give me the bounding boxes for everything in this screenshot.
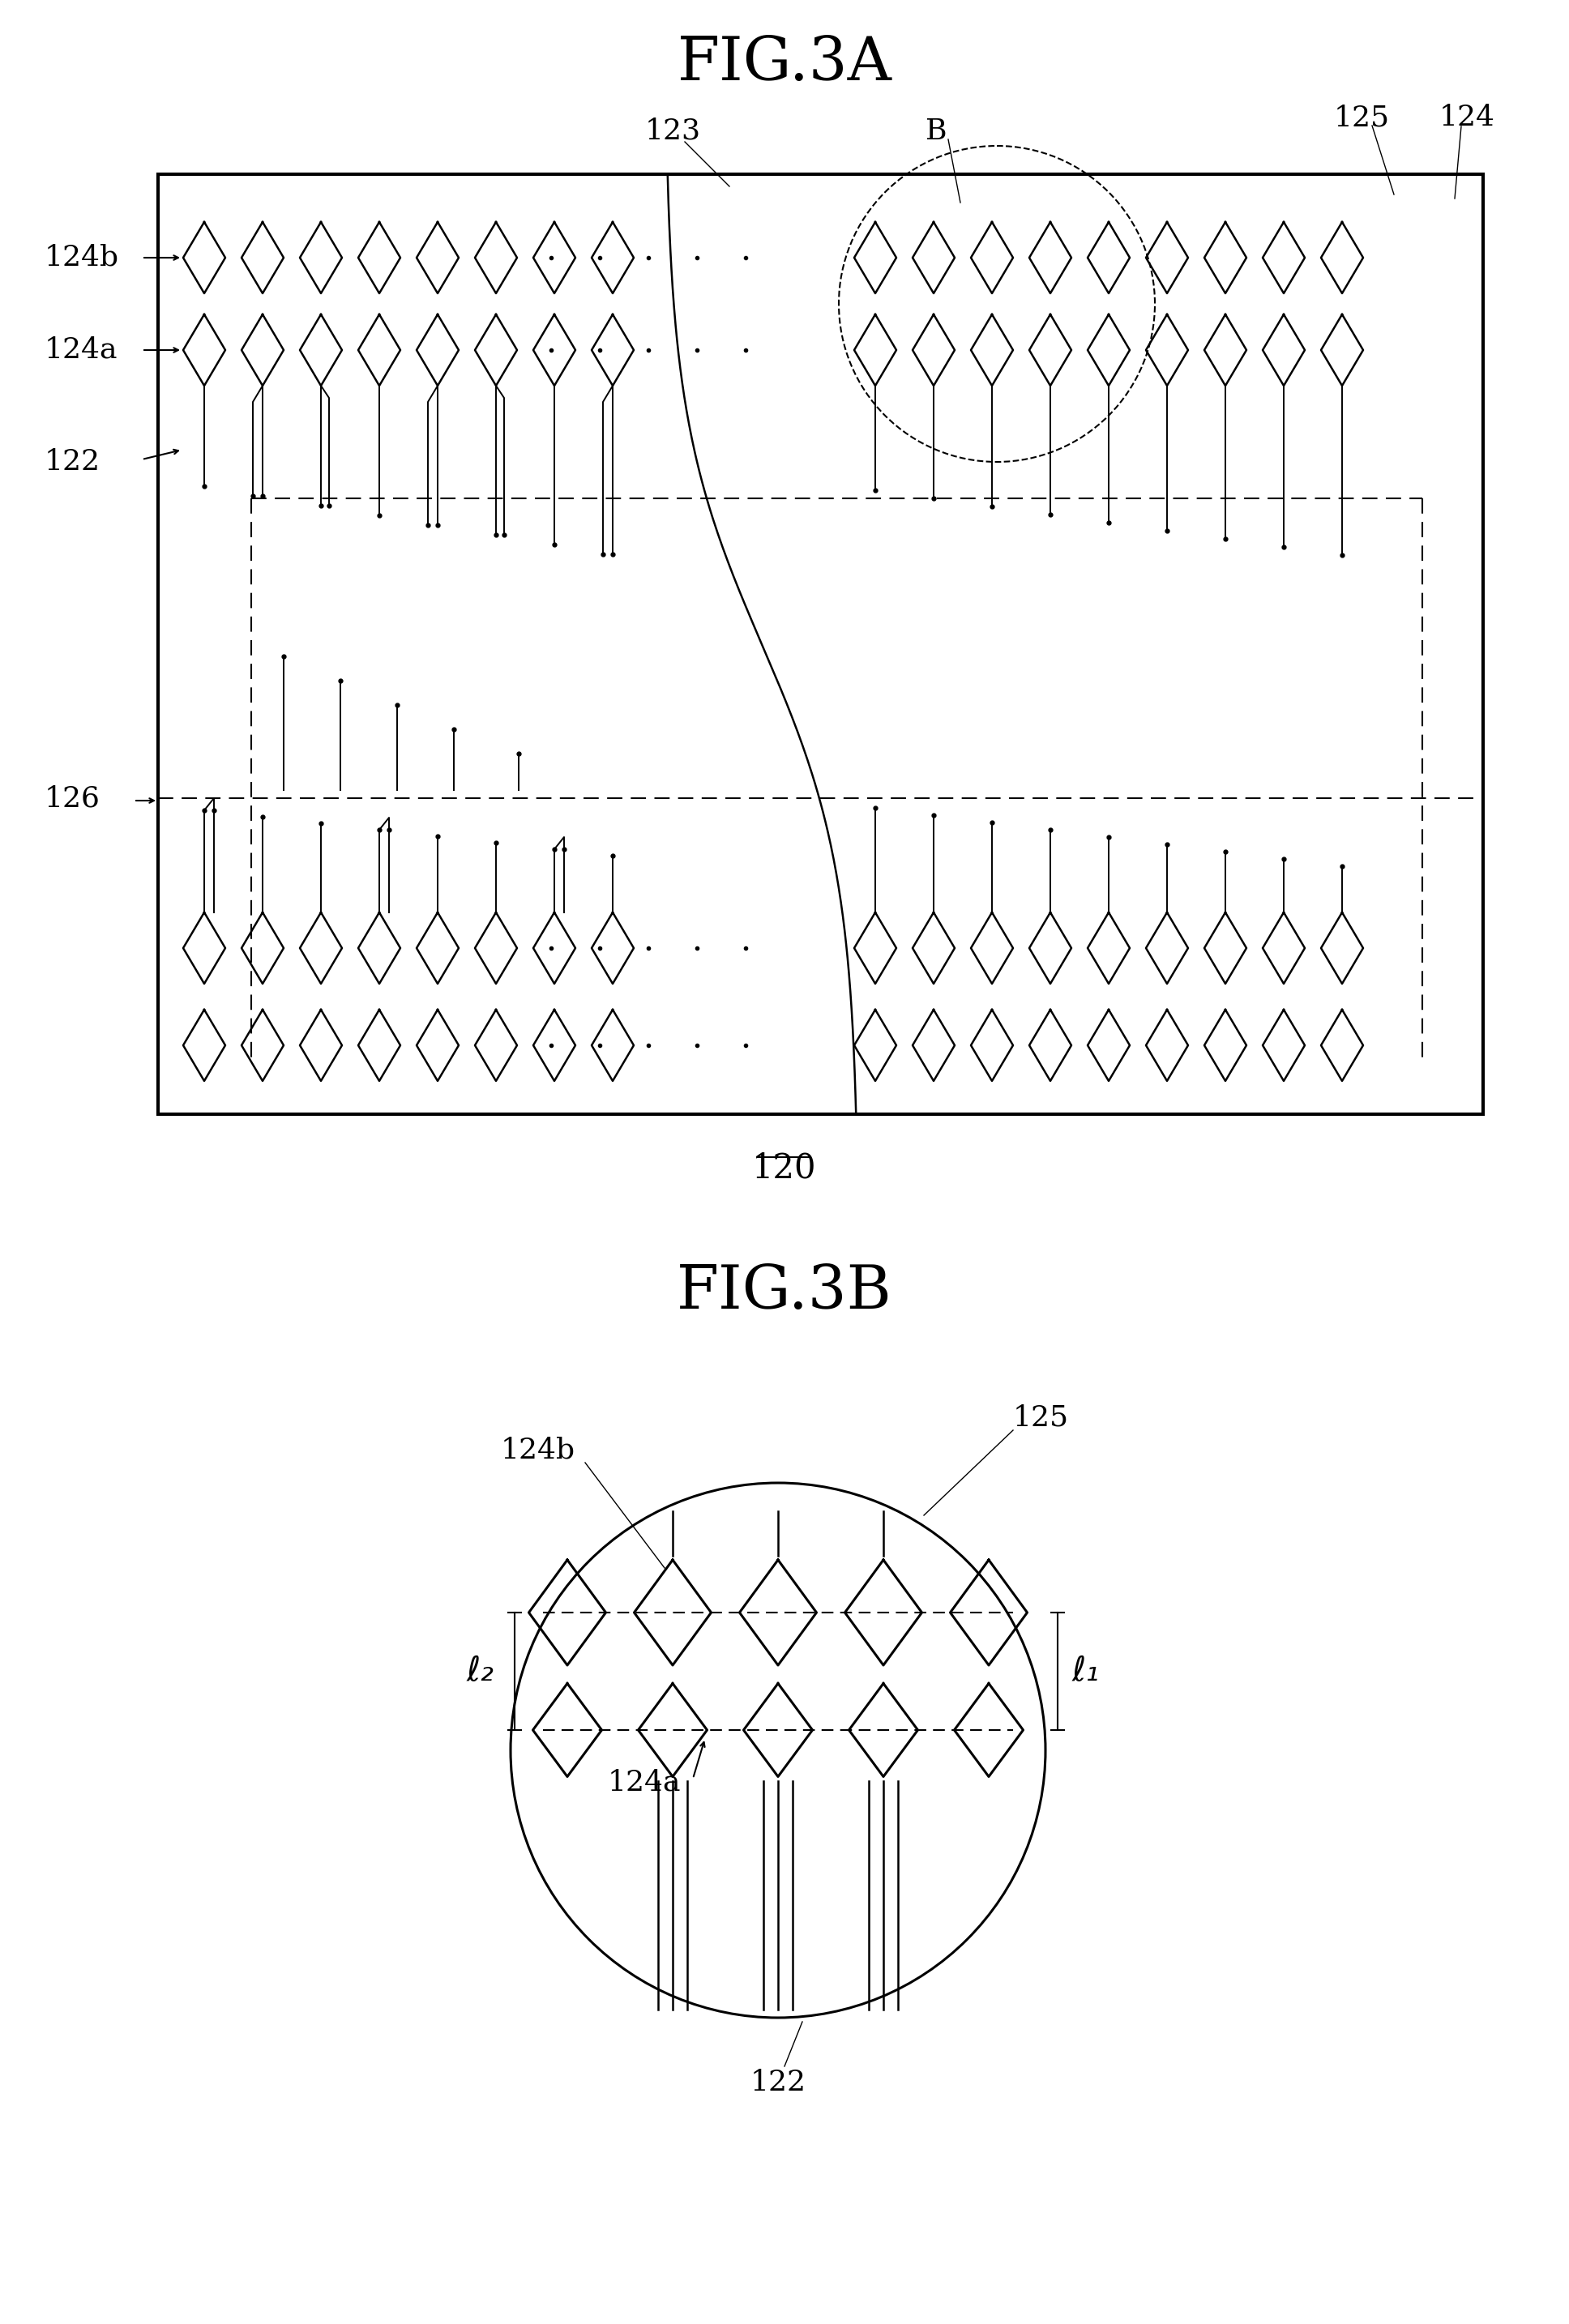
Text: 124b: 124b (501, 1436, 576, 1464)
Text: 120: 120 (752, 1150, 817, 1185)
Text: 126: 126 (44, 786, 100, 811)
Text: 125: 125 (1334, 105, 1390, 130)
Text: B: B (926, 119, 946, 144)
Text: FIG.3B: FIG.3B (676, 1262, 893, 1322)
Text: 123: 123 (645, 119, 701, 144)
Text: 122: 122 (750, 2068, 806, 2096)
Text: 125: 125 (1014, 1404, 1068, 1432)
Bar (158, 174, 1483, 1113)
Text: 124a: 124a (44, 337, 118, 365)
Text: 124a: 124a (607, 1769, 681, 1796)
Text: ℓ₁: ℓ₁ (1072, 1655, 1100, 1687)
Text: ℓ₂: ℓ₂ (468, 1655, 494, 1687)
Text: 124b: 124b (44, 244, 119, 272)
Text: 122: 122 (44, 449, 100, 476)
Text: 124: 124 (1439, 105, 1495, 130)
Text: FIG.3A: FIG.3A (678, 33, 891, 93)
